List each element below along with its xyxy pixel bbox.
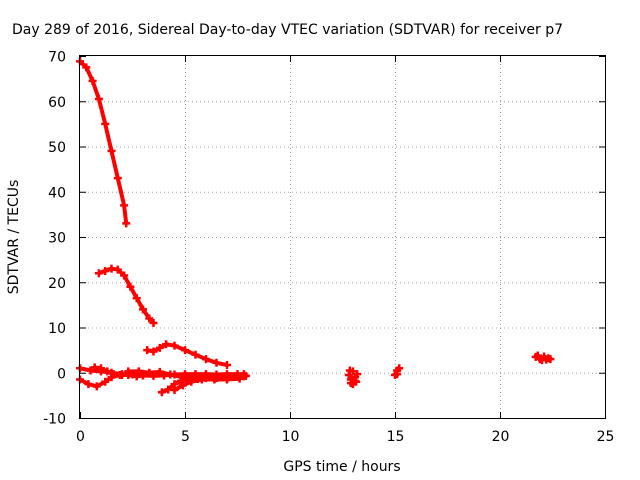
series-track <box>391 364 404 380</box>
data-point <box>162 340 171 349</box>
y-tick-label: 50 <box>48 140 66 156</box>
data-point <box>113 265 122 274</box>
data-point <box>86 366 95 375</box>
data-point <box>84 380 93 389</box>
data-point <box>395 364 404 373</box>
data-point <box>351 376 360 385</box>
series-track <box>143 340 231 370</box>
data-point <box>155 367 164 376</box>
series-track <box>344 366 362 389</box>
y-tick-label: 0 <box>57 366 66 382</box>
series-track <box>76 57 131 228</box>
data-point <box>82 63 91 72</box>
y-tick-label: 60 <box>48 95 66 111</box>
y-tick-label: -10 <box>43 412 66 428</box>
data-point <box>118 371 126 380</box>
data-point <box>126 282 135 291</box>
data-point <box>170 385 179 394</box>
data-point <box>92 382 101 391</box>
x-tick-label: 20 <box>492 429 510 445</box>
data-point <box>124 367 133 376</box>
data-point <box>149 347 158 356</box>
series-track <box>170 371 250 394</box>
data-point <box>212 358 221 367</box>
data-point <box>353 370 362 379</box>
y-tick-label: 20 <box>48 276 66 292</box>
data-point <box>94 269 103 278</box>
data-point <box>223 375 231 384</box>
data-point <box>139 305 147 314</box>
data-point <box>170 341 179 350</box>
data-point <box>178 381 187 390</box>
data-point <box>145 368 154 377</box>
y-tick-label: 40 <box>48 185 66 201</box>
series-track <box>531 351 555 365</box>
data-point <box>349 367 357 376</box>
data-point <box>346 379 355 388</box>
data-point <box>101 119 110 128</box>
data-point <box>132 294 141 303</box>
data-point <box>202 355 210 364</box>
x-axis-title: GPS time / hours <box>283 459 400 475</box>
plot-frame <box>79 55 606 419</box>
data-point <box>109 370 118 379</box>
x-tick-label: 15 <box>387 429 405 445</box>
y-tick-label: 10 <box>48 321 66 337</box>
series-line <box>78 59 129 226</box>
x-tick-label: 5 <box>181 429 190 445</box>
data-point <box>101 266 110 275</box>
data-point <box>120 201 129 210</box>
data-point <box>155 343 164 352</box>
data-point <box>157 388 166 397</box>
y-axis-title: SDTVAR / TECUs <box>6 180 22 295</box>
x-tick-label: 0 <box>76 429 85 445</box>
y-tick-label: 70 <box>48 50 66 66</box>
data-point <box>176 376 185 385</box>
data-point <box>241 371 250 380</box>
data-point <box>134 367 143 376</box>
data-point <box>187 377 196 386</box>
data-point <box>97 364 105 373</box>
data-point <box>546 355 555 364</box>
data-point <box>223 361 231 370</box>
x-tick-label: 25 <box>597 429 615 445</box>
series-track <box>90 363 126 380</box>
data-point <box>120 271 129 280</box>
chart-title: Day 289 of 2016, Sidereal Day-to-day VTE… <box>12 22 563 38</box>
data-point <box>103 367 112 376</box>
data-point <box>149 318 158 327</box>
data-point <box>181 346 189 355</box>
series-line <box>96 266 156 325</box>
data-point <box>101 377 110 386</box>
axis-ticks: 0 5 10 15 20 25 -10 0 10 20 30 40 50 60 70 <box>43 50 614 446</box>
data-point <box>197 375 206 384</box>
y-tick-label: 30 <box>48 231 66 247</box>
data-point <box>143 346 152 355</box>
series-track <box>94 264 158 327</box>
data-point <box>107 147 116 156</box>
data-point <box>235 374 244 383</box>
grid <box>80 56 605 418</box>
data-point <box>191 350 200 359</box>
data-point <box>122 219 131 228</box>
data-point <box>113 174 122 183</box>
data-point <box>145 314 154 323</box>
data-point <box>210 375 219 384</box>
data-series <box>76 57 555 397</box>
data-point <box>94 94 103 103</box>
x-tick-label: 10 <box>282 429 300 445</box>
data-point <box>166 370 175 379</box>
series-line <box>145 342 229 368</box>
data-point <box>393 370 402 379</box>
data-point <box>88 76 97 85</box>
